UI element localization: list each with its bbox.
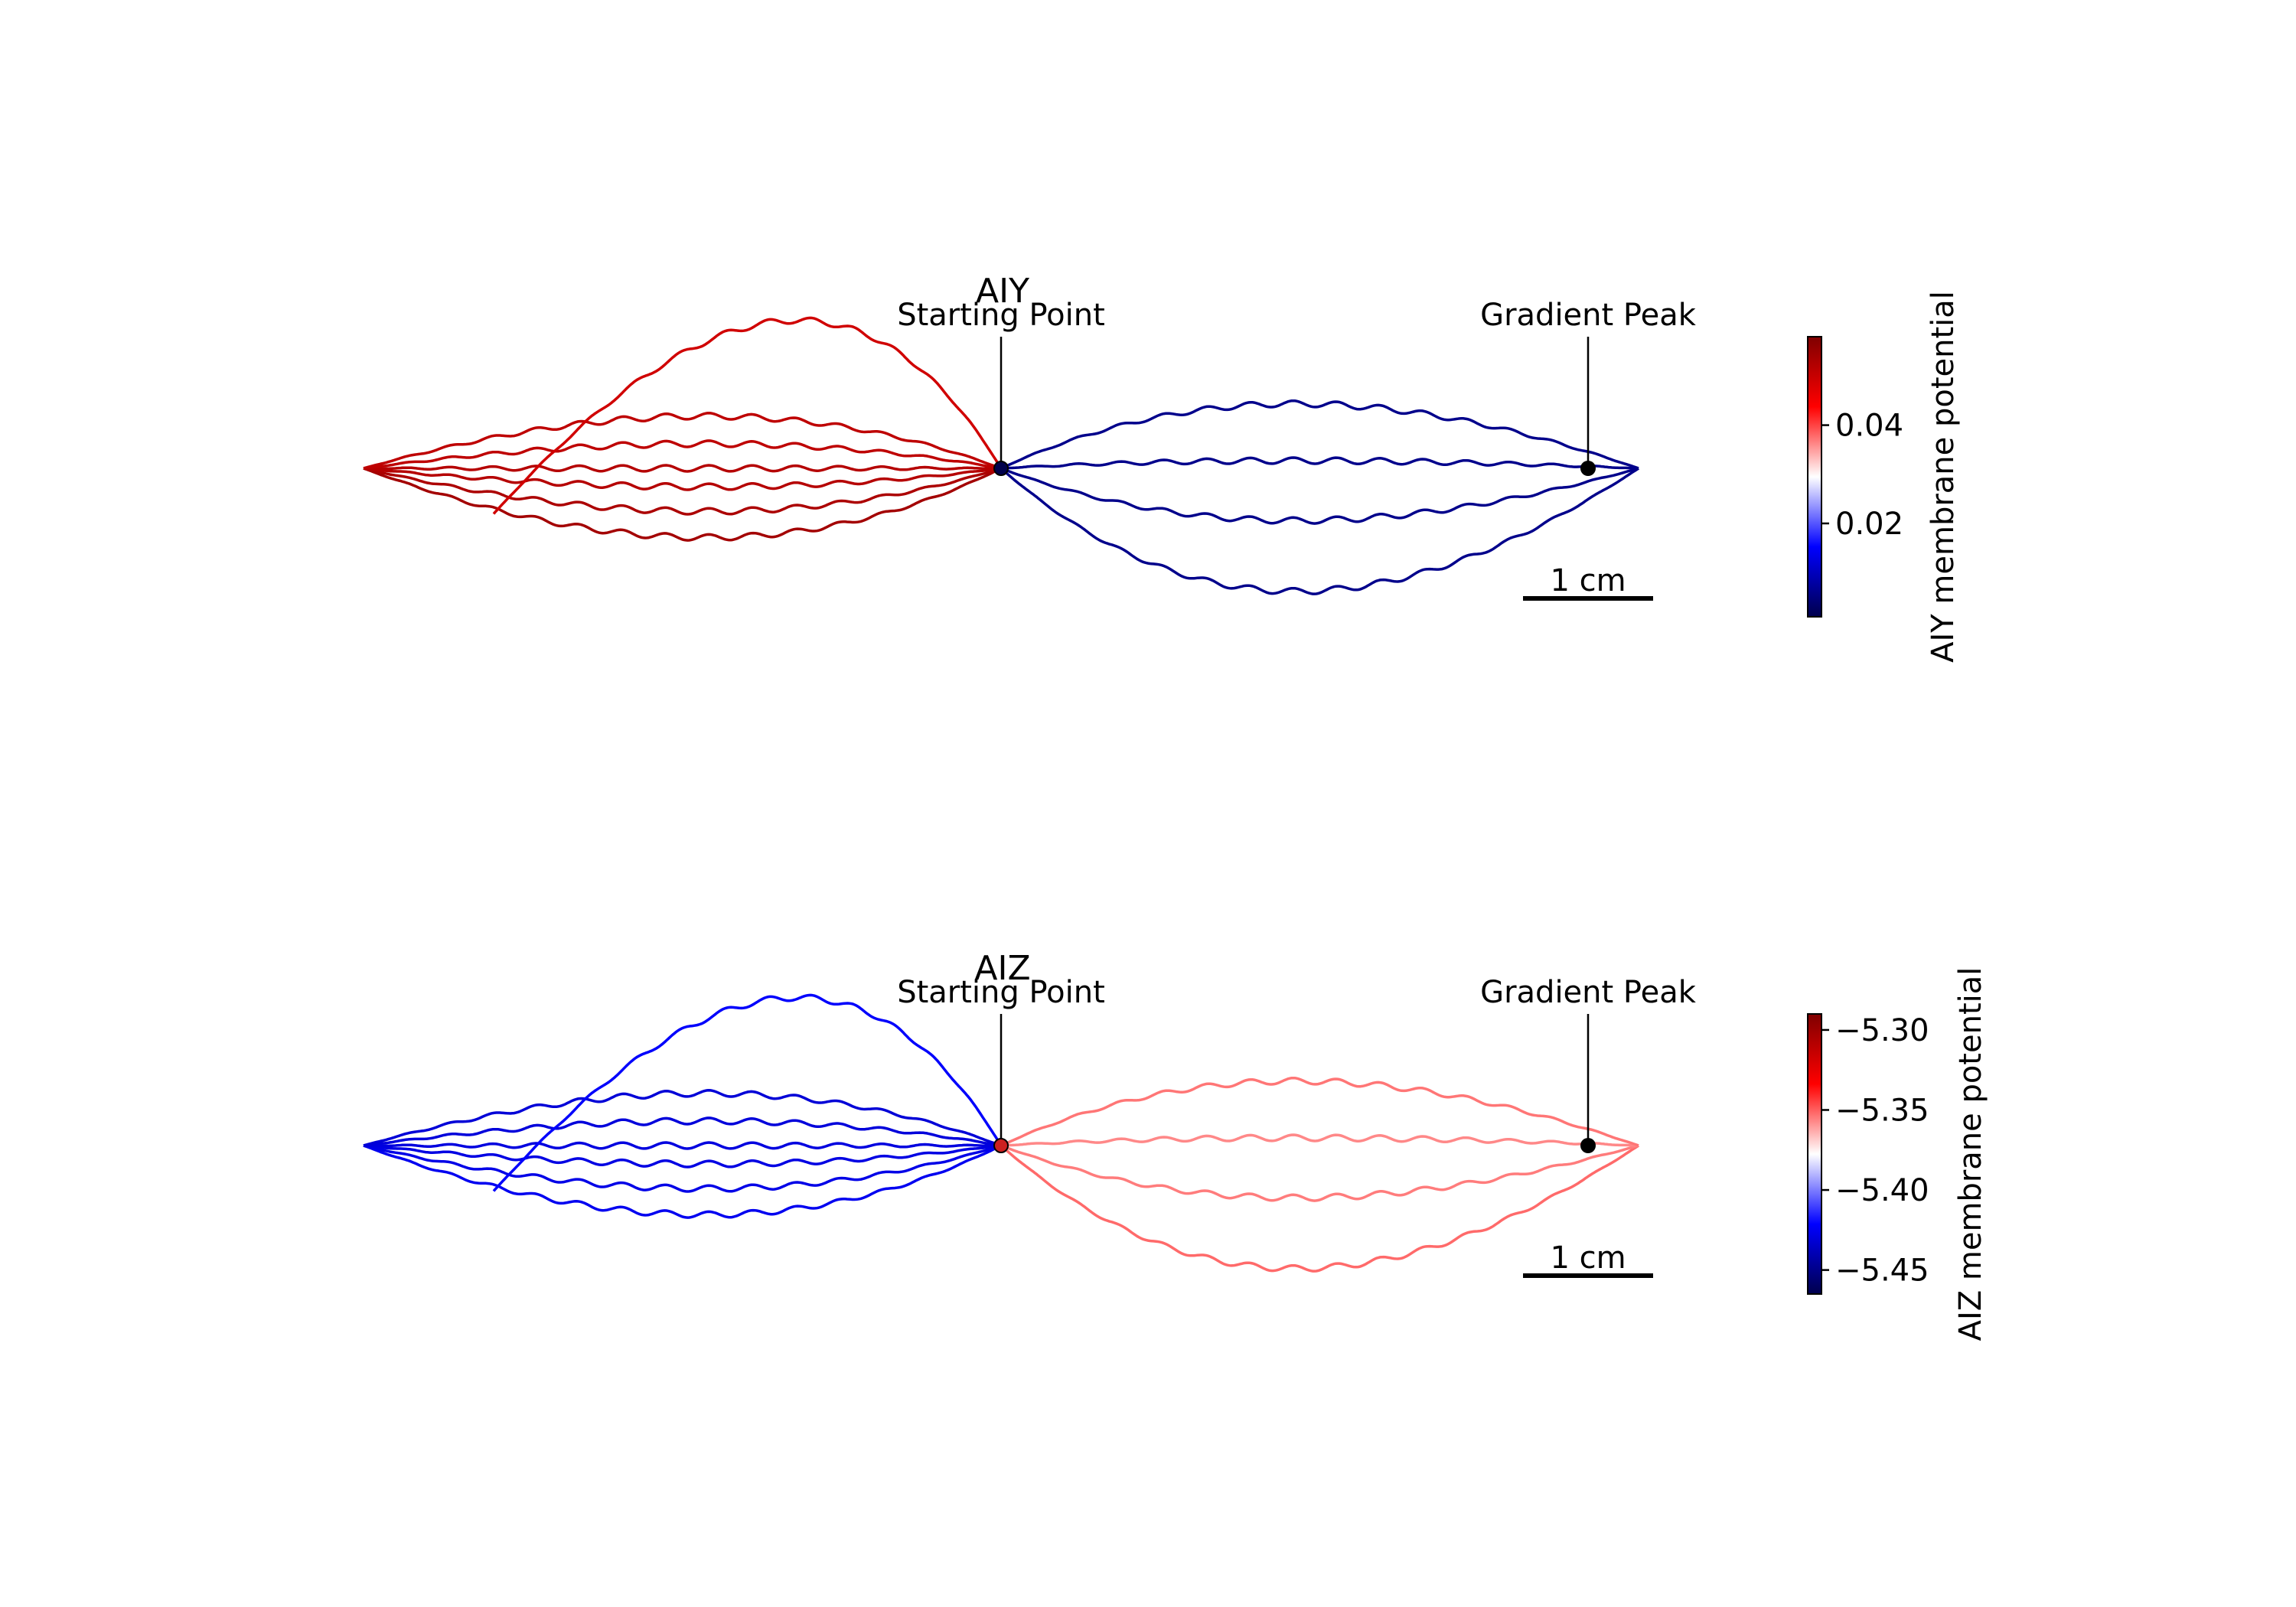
trajectory-line	[363, 1144, 1002, 1193]
trajectory-line	[363, 467, 1002, 491]
aiy-panel: AIY Starting Point Gradient Peak 1 cm 0.…	[363, 272, 1961, 663]
trajectory-line	[1000, 456, 1639, 470]
aiz-panel: AIZ Starting Point Gradient Peak 1 cm −5…	[363, 949, 1988, 1341]
gradient-peak-label: Gradient Peak	[1480, 298, 1697, 333]
annotation-group: Starting Point Gradient Peak	[897, 298, 1697, 476]
trajectory-line	[1000, 1144, 1639, 1202]
colorbar-ticks: −5.30 −5.35 −5.40 −5.45	[1821, 1013, 1929, 1289]
colorbar-tick-label: −5.45	[1835, 1253, 1929, 1289]
colorbar-tick-label: 0.02	[1835, 507, 1903, 542]
trajectory-line	[363, 467, 1002, 516]
trajectory-line	[364, 464, 1001, 473]
scale-bar: 1 cm	[1523, 1240, 1653, 1278]
trajectory-line	[363, 1144, 1002, 1169]
colorbar-tick-label: −5.35	[1835, 1093, 1929, 1128]
colorbar-label: AIY membrane potential	[1926, 291, 1961, 663]
trajectory-line	[363, 1089, 1002, 1147]
scale-bar-label: 1 cm	[1550, 563, 1626, 598]
gradient-peak-label: Gradient Peak	[1480, 975, 1697, 1010]
trajectory-line	[363, 412, 1002, 470]
annotation-group: Starting Point Gradient Peak	[897, 975, 1697, 1153]
gradient-peak-marker	[1580, 1138, 1596, 1153]
starting-point-label: Starting Point	[897, 975, 1105, 1010]
trajectory-line	[363, 439, 1002, 470]
colorbar-ticks: 0.02 0.04	[1821, 409, 1903, 542]
trajectory-line	[1000, 467, 1639, 525]
gradient-peak-marker	[1580, 461, 1596, 476]
trajectory-line	[1000, 399, 1639, 470]
panel-title: AIZ	[974, 949, 1030, 988]
colorbar-gradient	[1807, 336, 1822, 618]
trajectory-line	[364, 1141, 1001, 1150]
trajectory-line	[1000, 1144, 1639, 1273]
colorbar: 0.02 0.04 AIY membrane potential	[1807, 291, 1961, 663]
panel-title: AIY	[976, 272, 1029, 311]
starting-point-marker	[993, 461, 1009, 476]
trajectory-group	[363, 316, 1639, 595]
trajectory-line	[492, 316, 1003, 515]
trajectory-line	[1000, 467, 1639, 595]
colorbar-tick-label: 0.04	[1835, 409, 1903, 444]
trajectory-line	[363, 1116, 1002, 1147]
starting-point-marker	[993, 1138, 1009, 1153]
trajectory-line	[1000, 1076, 1639, 1147]
trajectory-line	[363, 1144, 1002, 1219]
colorbar-gradient	[1807, 1013, 1822, 1295]
colorbar: −5.30 −5.35 −5.40 −5.45 AIZ membrane potent…	[1807, 967, 1988, 1341]
colorbar-label: AIZ membrane potential	[1953, 967, 1988, 1341]
trajectory-line	[492, 993, 1003, 1192]
trajectory-group	[363, 993, 1639, 1273]
scale-bar-label: 1 cm	[1550, 1240, 1626, 1276]
trajectory-line	[1000, 1133, 1639, 1147]
starting-point-label: Starting Point	[897, 298, 1105, 333]
colorbar-tick-label: −5.30	[1835, 1013, 1929, 1048]
trajectory-line	[363, 467, 1002, 542]
colorbar-tick-label: −5.40	[1835, 1173, 1929, 1208]
scale-bar: 1 cm	[1523, 563, 1653, 601]
